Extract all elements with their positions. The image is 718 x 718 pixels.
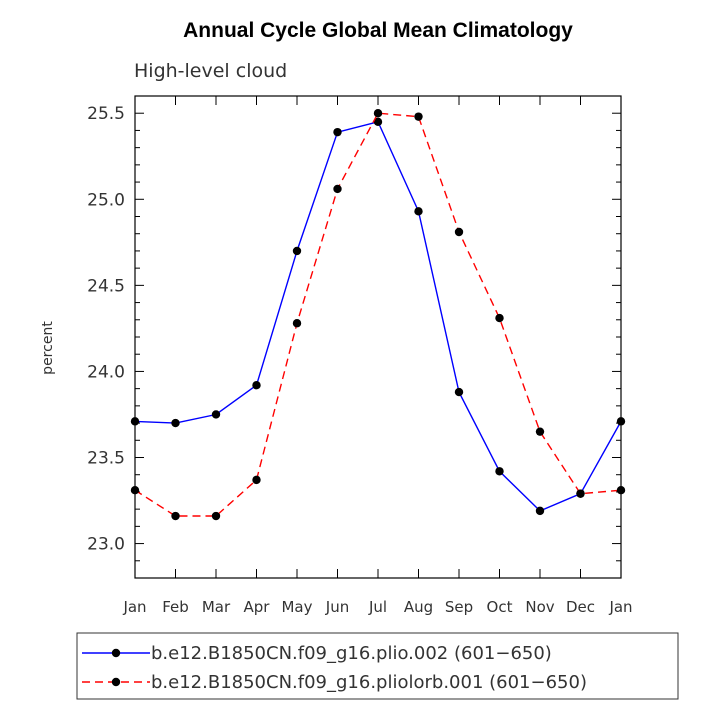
data-point	[171, 418, 180, 428]
series-line	[134, 112, 622, 517]
series-1	[130, 117, 626, 516]
plot-frame	[134, 95, 622, 579]
data-point	[333, 127, 342, 137]
data-point	[495, 467, 504, 476]
data-point	[373, 109, 383, 118]
y-tick-label: 23.5	[87, 449, 125, 469]
axis-ticks	[134, 95, 622, 579]
data-point	[211, 410, 221, 419]
series-layer	[130, 109, 626, 521]
series-2	[130, 109, 626, 521]
x-tick-label: Sep	[445, 598, 473, 616]
chart-subtitle: High-level cloud	[134, 60, 287, 82]
y-tick-label: 24.5	[87, 276, 125, 296]
x-tick-label: Jul	[368, 598, 387, 616]
y-axis-label: percent	[40, 321, 56, 375]
legend-marker	[111, 677, 121, 687]
data-point	[292, 319, 302, 328]
data-point	[535, 506, 545, 516]
data-point	[454, 387, 464, 397]
series-line	[134, 120, 622, 512]
y-tick-label: 24.0	[87, 362, 125, 382]
legend-marker	[111, 648, 121, 658]
x-tick-label: Oct	[487, 598, 513, 616]
x-tick-label: Nov	[525, 598, 554, 616]
data-point	[454, 227, 464, 237]
data-point	[292, 246, 302, 256]
x-tick-label: Aug	[404, 598, 433, 616]
legend-entry: b.e12.B1850CN.f09_g16.pliolorb.001 (601−…	[82, 672, 587, 693]
x-tick-label: Apr	[244, 598, 271, 616]
legend-label: b.e12.B1850CN.f09_g16.pliolorb.001 (601−…	[151, 672, 587, 693]
y-tick-label: 23.0	[87, 535, 125, 555]
chart-title: Annual Cycle Global Mean Climatology	[183, 19, 573, 42]
legend-box	[76, 632, 679, 700]
data-point	[252, 475, 261, 485]
data-point	[333, 184, 342, 194]
data-point	[252, 381, 261, 390]
x-tick-label: Mar	[202, 598, 231, 616]
data-point	[576, 489, 585, 498]
tick-labels: 23.0 23.5 24.0 24.5 25.0 25.5 Jan Feb Mar Apr May J…	[87, 104, 632, 616]
data-point	[211, 511, 221, 521]
data-point	[495, 313, 504, 323]
y-tick-label: 25.5	[87, 104, 125, 124]
legend-entry: b.e12.B1850CN.f09_g16.plio.002 (601−650)	[82, 643, 552, 664]
x-tick-label: Dec	[566, 598, 595, 616]
legend-label: b.e12.B1850CN.f09_g16.plio.002 (601−650)	[151, 643, 552, 664]
data-point	[535, 427, 545, 436]
data-point	[414, 207, 423, 216]
y-tick-label: 25.0	[87, 190, 125, 210]
data-point	[171, 511, 180, 521]
legend: b.e12.B1850CN.f09_g16.plio.002 (601−650)…	[76, 632, 679, 700]
x-tick-label: Feb	[162, 598, 189, 616]
x-tick-label: Jan	[608, 598, 632, 616]
x-tick-label: Jun	[325, 598, 349, 616]
x-tick-label: Jan	[122, 598, 146, 616]
x-tick-label: May	[281, 598, 312, 616]
data-point	[414, 112, 423, 121]
data-point	[373, 117, 383, 127]
